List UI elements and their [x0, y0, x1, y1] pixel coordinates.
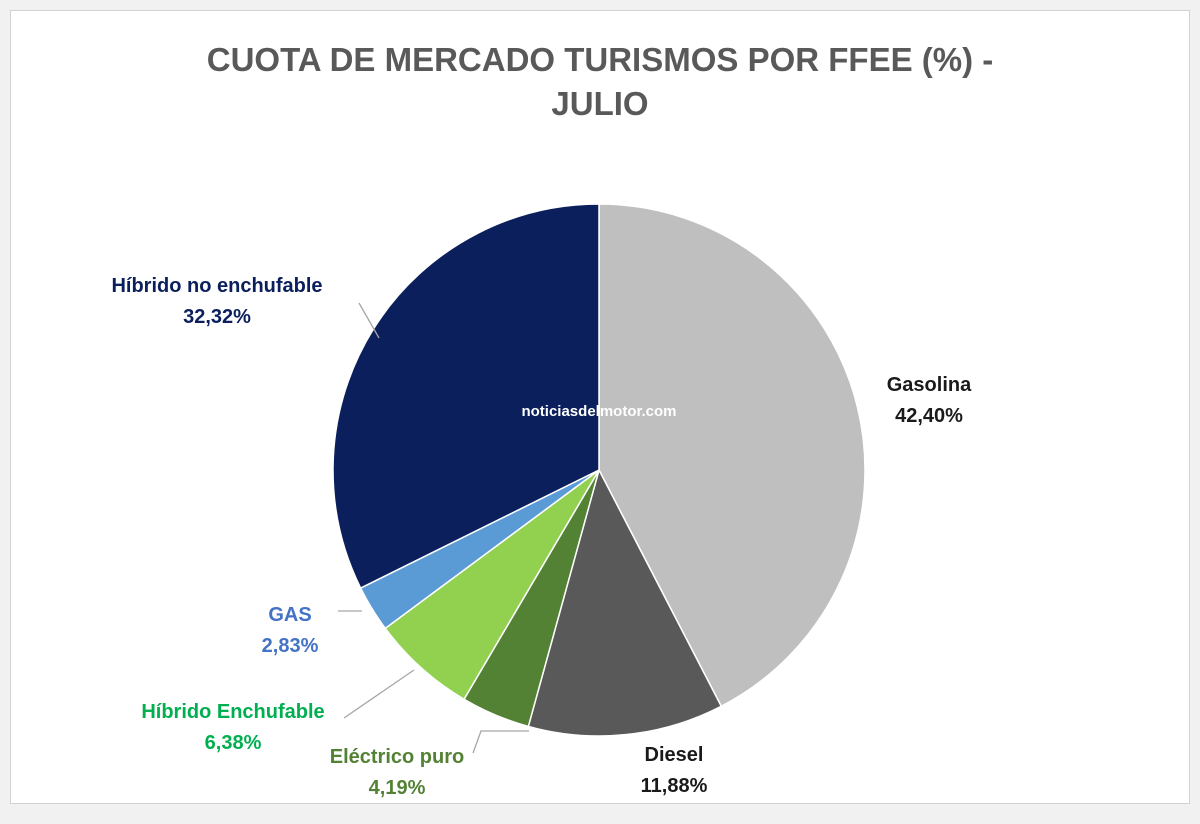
slice-label-value: 42,40% [895, 405, 963, 427]
leader-line [358, 302, 380, 339]
slice-label-name: Diesel [645, 744, 704, 766]
chart-frame: CUOTA DE MERCADO TURISMOS POR FFEE (%) -… [10, 10, 1190, 804]
slice-label-name: Híbrido no enchufable [111, 275, 322, 297]
leader-line [472, 730, 529, 754]
slice-label-value: 6,38% [205, 732, 262, 754]
slice-label-value: 2,83% [262, 635, 319, 657]
chart-title-line-1: CUOTA DE MERCADO TURISMOS POR FFEE (%) - [207, 41, 994, 78]
slice-label-name: Híbrido Enchufable [141, 701, 324, 723]
pie-chart: CUOTA DE MERCADO TURISMOS POR FFEE (%) -… [111, 41, 994, 799]
slice-label-value: 32,32% [183, 306, 251, 328]
pie-slice-diesel [527, 467, 723, 737]
pie-slice-gasolina [598, 203, 866, 708]
chart-title-line-2: JULIO [551, 85, 648, 122]
slice-label-value: 11,88% [641, 775, 708, 797]
slice-label-name: GAS [268, 604, 311, 626]
slice-label-name: Eléctrico puro [330, 746, 464, 768]
leader-lines [338, 302, 529, 754]
watermark: noticiasdelmotor.com [521, 403, 676, 420]
leader-line [343, 669, 415, 719]
slice-label-value: 4,19% [369, 777, 426, 799]
slice-label-name: Gasolina [887, 374, 972, 396]
slice-labels: Gasolina 42,40% Diesel 11,88% Eléctrico puro… [111, 275, 972, 799]
pie-slice-hibrido-no-enchufable [332, 203, 600, 590]
pie-slices [332, 203, 866, 737]
